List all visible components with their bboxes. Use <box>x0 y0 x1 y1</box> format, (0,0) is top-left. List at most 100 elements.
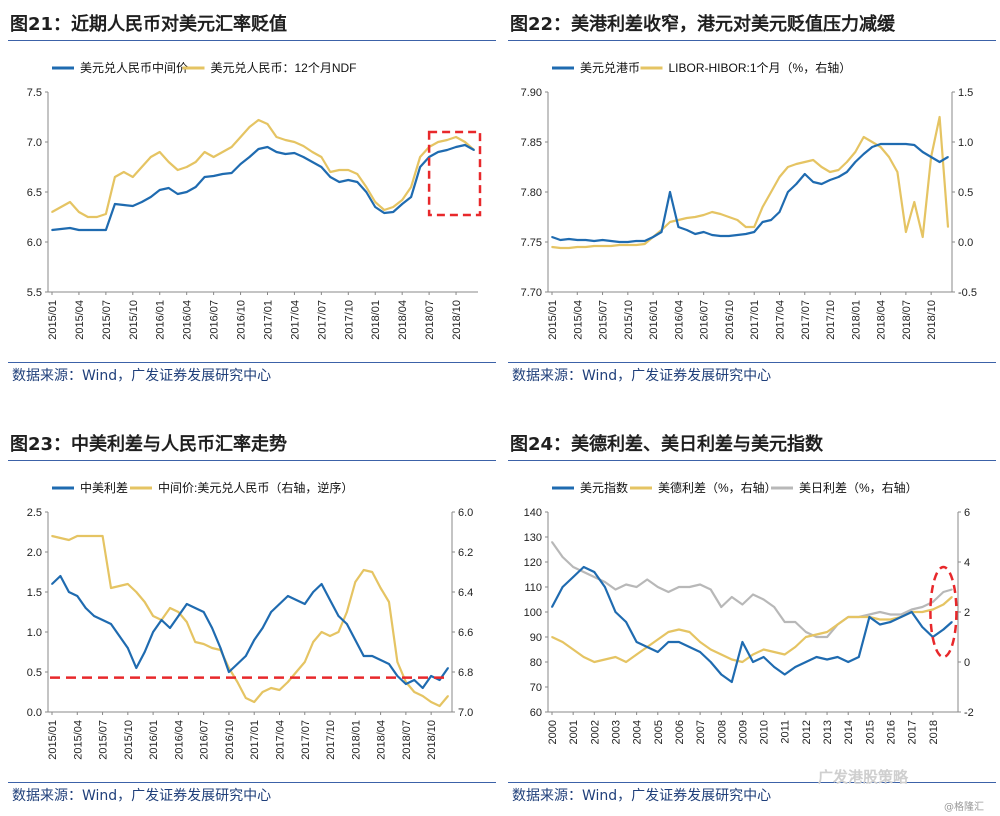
x-tick-label: 2018/01 <box>350 720 362 760</box>
fig24-source-rule <box>508 782 996 783</box>
data-point <box>365 186 368 188</box>
data-point <box>699 651 702 653</box>
data-point <box>275 136 278 138</box>
y2-tick-label: 6.6 <box>458 627 473 639</box>
fig24-chart: 60 70 80 90 100 110 120 130 140 -2 0 2 4 6 2000 2001 200… <box>524 480 974 744</box>
data-point <box>862 153 865 155</box>
series-line <box>51 118 475 219</box>
data-point <box>221 173 224 175</box>
y-tick-label: 0.0 <box>27 707 42 719</box>
data-point <box>699 641 702 643</box>
data-point <box>413 679 416 681</box>
data-point <box>455 146 457 148</box>
panel-fig23: 图23：中美利差与人民币汇率走势 0.0 0.5 1.0 1.5 2.0 2.5 6.0 6.… <box>8 428 496 810</box>
x-tick-label: 2015/07 <box>98 720 110 760</box>
x-tick-label: 2015/10 <box>128 300 140 340</box>
x-tick-label: 2016/10 <box>224 720 236 760</box>
data-point <box>365 191 368 193</box>
data-point <box>896 171 899 173</box>
data-point <box>311 161 314 163</box>
series-line <box>551 596 953 664</box>
data-point <box>101 535 104 537</box>
data-point <box>464 141 466 143</box>
data-point <box>275 151 278 153</box>
x-tick-label: 2016/01 <box>148 720 160 760</box>
data-point <box>826 658 828 661</box>
data-point <box>374 206 377 208</box>
y-tick-label: 5.5 <box>27 287 42 299</box>
data-point <box>643 243 646 245</box>
data-point <box>741 661 744 663</box>
fig21-title-rule <box>8 40 496 41</box>
data-point <box>149 156 152 158</box>
data-point <box>354 581 357 583</box>
data-point <box>709 661 712 663</box>
data-point <box>126 583 129 585</box>
data-point <box>947 226 949 228</box>
data-point <box>371 571 374 573</box>
data-point <box>930 156 933 158</box>
data-point <box>787 166 789 168</box>
data-point <box>938 116 941 118</box>
data-point <box>430 675 433 677</box>
data-point <box>84 607 87 609</box>
x-tick-label: 2018/07 <box>901 300 913 340</box>
data-point <box>868 613 871 616</box>
data-point <box>921 611 924 613</box>
y-tick-label: 2.5 <box>27 507 42 519</box>
series-line <box>551 142 949 244</box>
data-point <box>278 603 281 605</box>
data-point <box>625 621 627 623</box>
x-tick-label: 2018 <box>928 720 940 744</box>
data-point <box>582 566 585 568</box>
data-point <box>900 613 903 616</box>
data-point <box>257 148 260 150</box>
data-point <box>626 241 629 243</box>
data-point <box>203 151 206 153</box>
data-point <box>401 203 404 205</box>
data-point <box>51 229 53 231</box>
data-point <box>354 639 357 641</box>
data-point <box>428 156 431 158</box>
fig22-title-rule <box>508 40 996 41</box>
data-point <box>582 656 585 658</box>
data-point <box>888 143 890 145</box>
data-point <box>101 619 104 621</box>
data-point <box>287 595 289 597</box>
x-tick-label: 2017/04 <box>289 300 301 340</box>
data-point <box>93 535 96 537</box>
data-point <box>752 593 754 596</box>
series-line <box>51 574 449 690</box>
x-tick-label: 2012 <box>801 720 813 744</box>
x-tick-label: 2015/10 <box>623 300 635 340</box>
data-point <box>312 641 315 643</box>
data-point <box>104 213 107 215</box>
data-point <box>667 591 670 593</box>
data-point <box>149 196 152 198</box>
x-tick-label: 2006 <box>674 720 686 744</box>
data-point <box>559 239 562 241</box>
y2-tick-label: 6.4 <box>458 587 473 599</box>
data-point <box>820 183 823 185</box>
data-point <box>614 588 617 591</box>
data-point <box>551 246 553 248</box>
fig23-source: 数据来源：Wind，广发证券发展研究中心 <box>12 788 272 804</box>
data-point <box>921 151 924 153</box>
data-point <box>593 240 596 242</box>
data-point <box>244 697 247 699</box>
y-tick-label: 0.5 <box>27 667 42 679</box>
data-point <box>854 151 857 153</box>
data-point <box>603 658 606 661</box>
data-point <box>720 673 723 676</box>
y-tick-label: 7.75 <box>521 237 542 249</box>
data-point <box>410 196 413 198</box>
data-point <box>257 119 260 121</box>
data-point <box>845 161 848 163</box>
y2-tick-label: 6.8 <box>458 667 473 679</box>
data-point <box>820 166 823 168</box>
data-point <box>699 583 702 586</box>
data-point <box>702 231 705 233</box>
data-point <box>900 616 903 618</box>
data-point <box>913 201 916 203</box>
data-point <box>455 136 457 138</box>
